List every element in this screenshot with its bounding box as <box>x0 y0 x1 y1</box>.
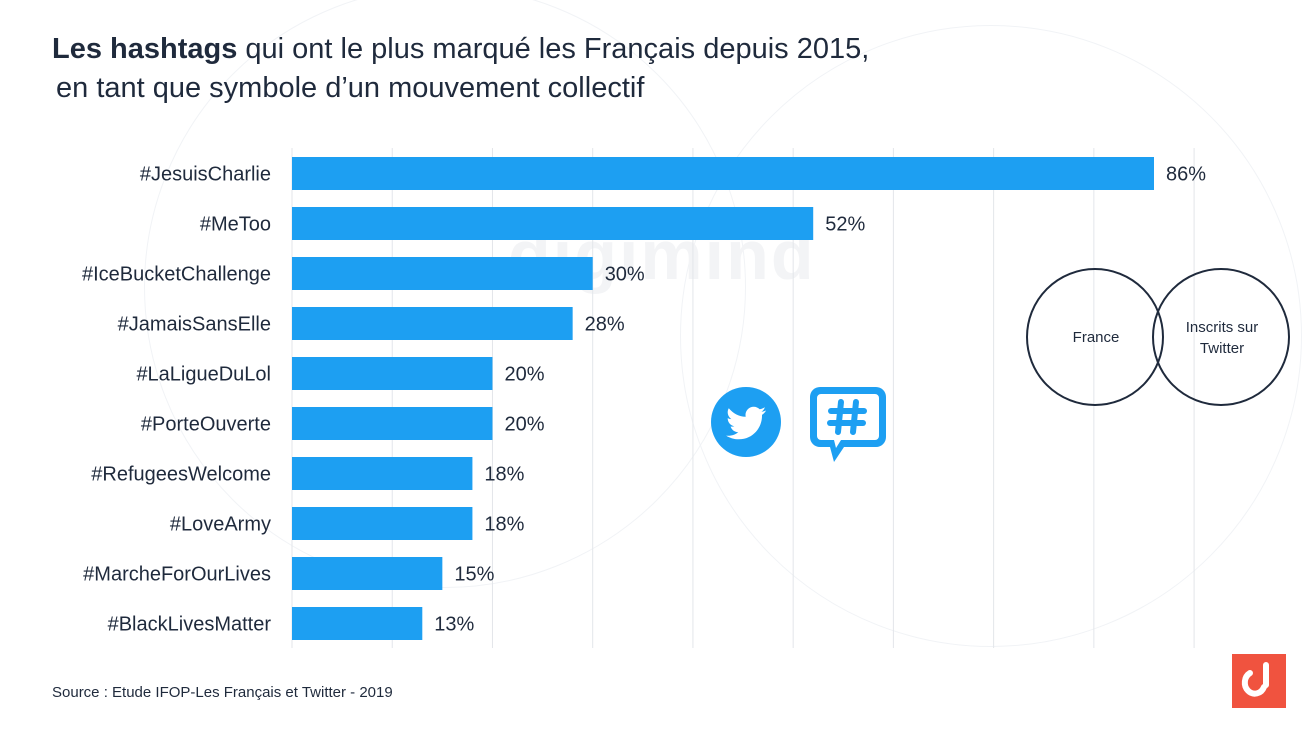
category-label: #RefugeesWelcome <box>91 464 271 486</box>
category-label: #LaLigueDuLol <box>136 364 271 386</box>
title-line-2: en tant que symbole d’un mouvement colle… <box>56 72 645 104</box>
value-label: 28% <box>585 314 625 336</box>
venn-label-twitter-line1: Inscrits sur <box>1185 319 1259 336</box>
category-label: #LoveArmy <box>170 514 271 536</box>
bar <box>292 157 1154 190</box>
bar <box>292 257 593 290</box>
title-bold: Les hashtags <box>52 33 238 65</box>
category-label: #JamaisSansElle <box>118 314 271 336</box>
background-circle-right <box>680 25 1302 647</box>
value-label: 13% <box>434 614 474 636</box>
bar <box>292 407 493 440</box>
bar <box>292 357 493 390</box>
twitter-bird-icon <box>711 387 781 457</box>
category-label: #PorteOuverte <box>141 414 271 436</box>
digimind-logo-icon <box>1232 654 1286 708</box>
bar <box>292 457 473 490</box>
title-rest: qui ont le plus marqué les Français depu… <box>245 33 870 65</box>
venn-label-france: France <box>1072 329 1120 346</box>
value-label: 18% <box>484 514 524 536</box>
page-title: Les hashtags qui ont le plus marqué les … <box>52 30 1052 108</box>
value-label: 30% <box>605 264 645 286</box>
category-label: #JesuisCharlie <box>140 164 271 186</box>
bar <box>292 307 573 340</box>
value-label: 52% <box>825 214 865 236</box>
venn-label-twitter-line2: Twitter <box>1199 340 1245 357</box>
value-label: 20% <box>504 364 544 386</box>
category-label: #BlackLivesMatter <box>108 614 272 636</box>
category-label: #IceBucketChallenge <box>82 264 271 286</box>
category-label: #MeToo <box>200 214 271 236</box>
source-note: Source : Etude IFOP-Les Français et Twit… <box>52 684 393 701</box>
bar <box>292 557 443 590</box>
hashtag-speech-bubble-icon <box>810 387 886 462</box>
value-label: 18% <box>484 464 524 486</box>
bar <box>292 207 814 240</box>
value-label: 20% <box>504 414 544 436</box>
value-label: 15% <box>454 564 494 586</box>
venn-label-twitter: Inscrits sur Twitter <box>1168 317 1276 359</box>
venn-circle-twitter <box>1152 268 1290 406</box>
bars <box>292 157 1154 640</box>
category-label: #MarcheForOurLives <box>83 564 271 586</box>
category-labels: #JesuisCharlie #MeToo #IceBucketChallenge #… <box>82 164 271 636</box>
bar <box>292 607 423 640</box>
bar <box>292 507 473 540</box>
value-label: 86% <box>1166 164 1206 186</box>
value-labels: 86% 52% 30% 28% 20% 20% 18% 18% 15% 13% <box>434 164 1206 636</box>
